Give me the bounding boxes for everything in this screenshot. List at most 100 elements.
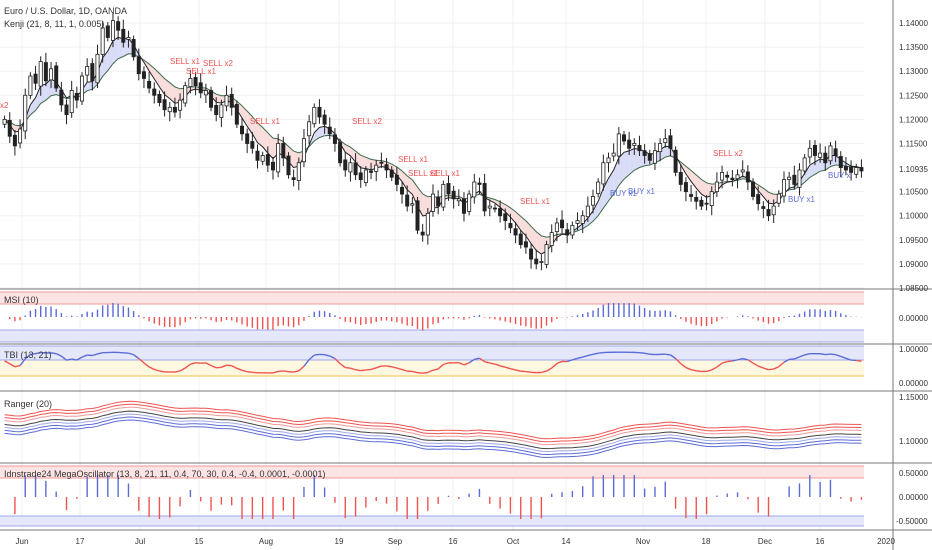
candle [255, 144, 260, 169]
time-axis[interactable]: Jun 17 Jul 15 Aug 19 Sep 16 Oct 14 Nov 18 Dec 16 2020 [16, 537, 896, 546]
megaoscillator-pane[interactable]: Idnstrade24 MegaOscillator (13, 8, 21, 1… [0, 465, 864, 527]
ranger-band [4, 410, 862, 450]
tbi-segment [484, 361, 490, 364]
tbi-segment [283, 370, 289, 373]
candle [379, 152, 384, 169]
tbi-segment [437, 363, 444, 370]
candle [131, 35, 136, 61]
tbi-segment [179, 367, 186, 372]
cloud-segment [169, 82, 175, 104]
candle [147, 71, 152, 94]
ranger-band [4, 413, 862, 453]
cloud-segment [159, 73, 165, 95]
candle [833, 140, 838, 163]
sell-signal: SELL x1 [398, 155, 428, 164]
candle [405, 185, 410, 212]
candle [725, 171, 730, 182]
tbi-segment [778, 361, 785, 368]
cloud-segment [164, 78, 170, 99]
cloud-segment [809, 161, 815, 178]
tbi-segment [830, 353, 836, 356]
candle [74, 86, 79, 109]
tbi-segment [226, 364, 232, 367]
tbi-segment [685, 366, 692, 371]
candle [229, 87, 234, 116]
msi-pane[interactable]: MSI (10) [0, 291, 864, 343]
tbi-segment [360, 369, 366, 372]
cloud-segment [123, 38, 129, 57]
candle [642, 143, 647, 164]
candle [720, 165, 725, 189]
candle [616, 127, 621, 165]
tbi-segment [138, 358, 145, 364]
tbi-segment [329, 355, 336, 360]
candle [751, 178, 756, 201]
ranger-tick-bottom: 1.10000 [899, 437, 928, 446]
tbi-segment [773, 366, 780, 370]
candle [627, 131, 632, 156]
cloud-segment [603, 178, 609, 209]
candle [369, 162, 374, 180]
tbi-segment [804, 353, 810, 356]
tbi-segment [458, 361, 465, 366]
tbi-segment [721, 360, 728, 364]
candle [451, 185, 456, 209]
candle [28, 72, 33, 100]
candle [358, 166, 363, 188]
candle [43, 52, 48, 87]
candle [802, 154, 807, 175]
tbi-segment [396, 367, 403, 371]
tbi-segment [236, 367, 243, 371]
candle [735, 169, 740, 189]
candle [652, 142, 657, 170]
ranger-pane[interactable]: Ranger (20) [4, 399, 862, 459]
time-tick: 16 [816, 537, 825, 546]
cloud-segment [174, 86, 181, 104]
tbi-segment [742, 357, 749, 361]
candle [591, 189, 596, 214]
tbi-segment [716, 362, 723, 368]
cloud-segment [112, 37, 119, 64]
tbi-segment [463, 362, 470, 366]
price-tick: 1.11500 [899, 139, 928, 148]
tbi-segment [35, 352, 41, 355]
candle [188, 70, 193, 94]
candle [363, 166, 368, 187]
candle [18, 119, 23, 149]
candle [245, 128, 250, 154]
candle [430, 184, 435, 217]
cloud-segment [190, 86, 196, 91]
candle [549, 224, 554, 253]
tbi-segment [546, 367, 553, 372]
tbi-segment [422, 371, 428, 374]
candle [849, 160, 854, 181]
candle [307, 115, 312, 144]
candle [544, 240, 549, 269]
tbi-segment [680, 363, 687, 369]
candle [54, 62, 59, 92]
candle [286, 152, 291, 179]
tbi-segment [505, 366, 511, 370]
candle [265, 146, 270, 172]
candle [673, 146, 678, 177]
buy-signal: BUY x1 [628, 187, 656, 196]
candle [400, 182, 405, 204]
mega-tick-mid: 0.00000 [899, 493, 928, 502]
tbi-segment [97, 351, 103, 355]
tbi-segment [468, 358, 475, 364]
tbi-segment [345, 366, 351, 369]
tbi-segments [4, 351, 862, 374]
tbi-pane[interactable]: TBI (13, 21) [0, 345, 864, 377]
tbi-segment [757, 365, 764, 369]
candle [807, 140, 812, 164]
sell-signal: x2 [0, 101, 9, 110]
candle [126, 30, 131, 48]
candle [580, 210, 585, 234]
ranger-band [4, 406, 862, 446]
cloud-segment [412, 179, 418, 207]
candle [49, 62, 54, 89]
tbi-segment [706, 369, 712, 373]
candle [818, 143, 823, 163]
cloud-segment [242, 105, 248, 127]
